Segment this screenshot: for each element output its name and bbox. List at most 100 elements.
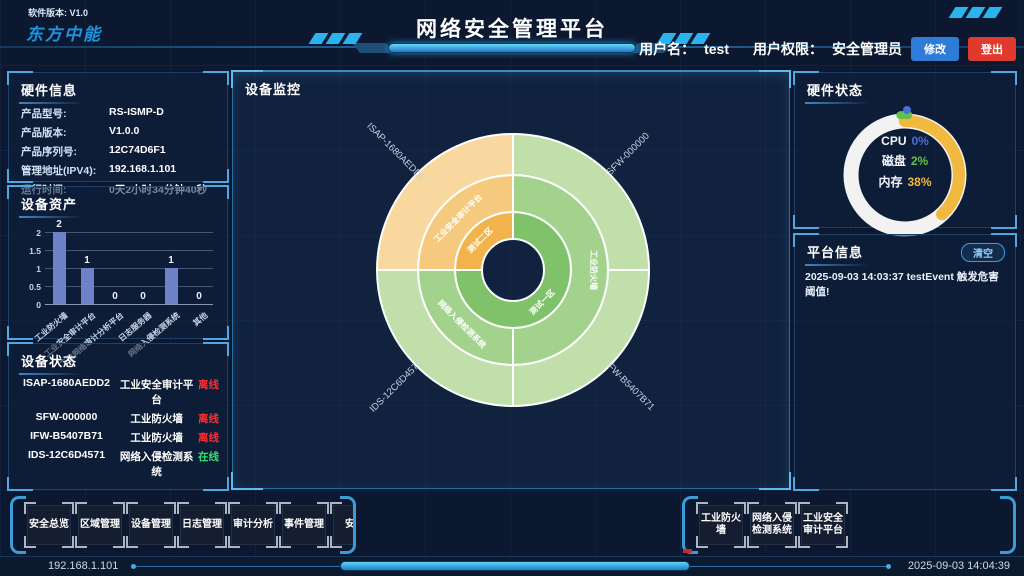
bar-chart-bar (80, 268, 94, 304)
hardware-info-row: 产品序列号: 12C74D6F1 (9, 142, 227, 161)
memory-arc (845, 115, 965, 235)
nav-left-button-3[interactable]: 日志管理 (177, 502, 227, 548)
nav-button-label: 区域管理 (80, 518, 120, 530)
hardware-info-label: 产品序列号: (21, 146, 77, 158)
nav-left-button-1[interactable]: 区域管理 (75, 502, 125, 548)
usage-metric-row: 磁盘 2% (820, 152, 990, 169)
nav-button-label: 日志管理 (182, 518, 222, 530)
nav-left-button-5[interactable]: 事件管理 (279, 502, 329, 548)
nav-right-button-1[interactable]: 网络入侵检测系统 (747, 502, 797, 548)
statusbar-dot-decoration (131, 564, 136, 569)
nav-left-button-2[interactable]: 设备管理 (126, 502, 176, 548)
title-underline-decoration (388, 43, 636, 53)
role-label: 用户权限： (753, 41, 823, 57)
nav-buttons-right: 工业防火墙 网络入侵检测系统 工业安全审计平台 (696, 502, 848, 548)
role-value: 安全管理员 (832, 41, 902, 57)
device-name: SFW-000000 (35, 411, 98, 423)
slash-decoration (948, 7, 1003, 18)
header: 软件版本: V1.0 东方中能 网络安全管理平台 用户名： test 用户权限：… (0, 0, 1024, 64)
usage-metric-value: 2% (910, 154, 929, 168)
hardware-info-panel: 硬件信息 产品型号: RS-ISMP-D 产品版本: V1.0.0 产品序列号: 12C7… (7, 71, 229, 196)
bar-chart-ytick: 1.5 (29, 246, 41, 256)
hardware-info-value: 192.168.1.101 (109, 163, 177, 175)
hardware-info-value: RS-ISMP-D (109, 106, 164, 118)
sunburst-label-firewall-type: 工业防火墙 (589, 250, 599, 290)
platform-info-panel: 平台信息 清空 2025-09-03 14:03:37 testEvent 触发… (793, 233, 1017, 491)
nav-button-label: 事件管理 (284, 518, 324, 530)
clear-button[interactable]: 清空 (961, 243, 1005, 262)
nav-button-label: 安全总览 (29, 518, 69, 530)
platform-message: 2025-09-03 14:03:37 testEvent 触发危害阈值! (805, 271, 999, 298)
logout-button[interactable]: 登出 (968, 37, 1016, 61)
device-name: IDS-12C6D4571 (27, 449, 106, 461)
bar-chart-value-label: 1 (84, 255, 90, 266)
device-monitor-title: 设备监控 (245, 82, 302, 97)
platform-message-list: 2025-09-03 14:03:37 testEvent 触发危害阈值! (795, 266, 1015, 302)
sunburst-label-isap-device: ISAP-1680AEDD2 (364, 121, 427, 184)
device-status-row: SFW-000000 工业防火墙 离线 (9, 409, 227, 428)
sunburst-label-ifw-device: IFW-B5407B71 (603, 359, 657, 413)
bar-chart-ytick: 2 (36, 228, 41, 238)
nav-button-label: 安全 (345, 518, 356, 530)
red-notch-decoration (683, 549, 692, 553)
sunburst-label-sfw-device: SFW-000000 (605, 131, 652, 178)
nav-group-right: 工业防火墙 网络入侵检测系统 工业安全审计平台 (682, 496, 1016, 554)
device-status-title: 设备状态 (9, 344, 227, 375)
cpu-dot (903, 106, 911, 114)
bar-chart-value-label: 0 (112, 291, 118, 302)
device-status-table: ISAP-1680AEDD2 工业安全审计平台 离线 SFW-000000 工业防火墙离… (9, 375, 227, 481)
modify-button[interactable]: 修改 (911, 37, 959, 61)
usage-metric-row: CPU 0% (820, 134, 990, 148)
hardware-status-panel: 硬件状态 CPU 0% 磁盘 2% 内存 38% (793, 71, 1017, 239)
bar-chart-gridline (45, 304, 213, 305)
bar-chart-gridline (45, 232, 213, 233)
bar-chart-gridline (45, 250, 213, 251)
device-type: 网络入侵检测系统 (119, 451, 194, 478)
usage-metric-label: 内存 (878, 175, 903, 189)
device-status-badge: 离线 (198, 432, 219, 444)
statusbar-dot-decoration (886, 564, 891, 569)
hardware-info-row: 产品版本: V1.0.0 (9, 123, 227, 142)
device-name: IFW-B5407B71 (30, 430, 103, 442)
hardware-usage-chart: CPU 0% 磁盘 2% 内存 38% (820, 104, 990, 239)
nav-button-label: 网络入侵检测系统 (752, 512, 792, 537)
bar-chart-value-label: 2 (56, 219, 62, 230)
usage-metric-label: 磁盘 (881, 154, 906, 168)
device-assets-panel: 设备资产 0 0.5 1 1.5 2 2 工业防火墙 1 工业安全审计平台 0 工业网络审计分析平台… (7, 185, 229, 369)
user-info-bar: 用户名： test 用户权限： 安全管理员 修改 登出 (639, 37, 1016, 61)
device-name: ISAP-1680AEDD2 (23, 377, 110, 389)
usage-metric-value: 38% (907, 175, 932, 189)
nav-left-button-0[interactable]: 安全总览 (24, 502, 74, 548)
bar-chart-ytick: 0.5 (29, 282, 41, 292)
hardware-status-title: 硬件状态 (795, 73, 1015, 104)
nav-right-button-2[interactable]: 工业安全审计平台 (798, 502, 848, 548)
usage-donut (841, 106, 969, 239)
device-status-panel: 设备状态 ISAP-1680AEDD2 工业安全审计平台 离线 SFW-000000 工… (7, 342, 229, 491)
bar-chart-bar (52, 232, 66, 304)
sunburst-segment-isap-device[interactable] (375, 132, 514, 271)
nav-left-button-4[interactable]: 审计分析 (228, 502, 278, 548)
nav-button-label: 工业安全审计平台 (803, 512, 843, 537)
usage-readout: CPU 0% 磁盘 2% 内存 38% (820, 130, 990, 194)
hardware-info-list: 产品型号: RS-ISMP-D 产品版本: V1.0.0 产品序列号: 12C74D6F1… (9, 104, 227, 199)
status-datetime: 2025-09-03 14:04:39 (907, 560, 1010, 572)
device-type: 工业安全审计平台 (119, 379, 194, 406)
nav-right-button-0[interactable]: 工业防火墙 (696, 502, 746, 548)
device-status-badge: 离线 (198, 379, 219, 391)
device-status-row: IDS-12C6D4571 网络入侵检测系统 在线 (9, 447, 227, 481)
bar-chart-gridline (45, 268, 213, 269)
slash-decoration (308, 33, 363, 44)
nav-left-button-6[interactable]: 安全 (330, 502, 356, 548)
username-value: test (704, 41, 729, 57)
hardware-info-label: 产品型号: (21, 108, 67, 120)
status-ip: 192.168.1.101 (48, 560, 119, 572)
device-assets-bar-chart: 0 0.5 1 1.5 2 2 工业防火墙 1 工业安全审计平台 0 工业网络审计分析平台 0 日志服务… (15, 218, 221, 369)
bar-chart-ytick: 0 (36, 300, 41, 310)
device-type: 工业防火墙 (130, 413, 183, 425)
device-status-badge: 离线 (198, 413, 219, 425)
bar-chart-bar (164, 268, 178, 304)
bar-chart-value-label: 1 (168, 255, 174, 266)
